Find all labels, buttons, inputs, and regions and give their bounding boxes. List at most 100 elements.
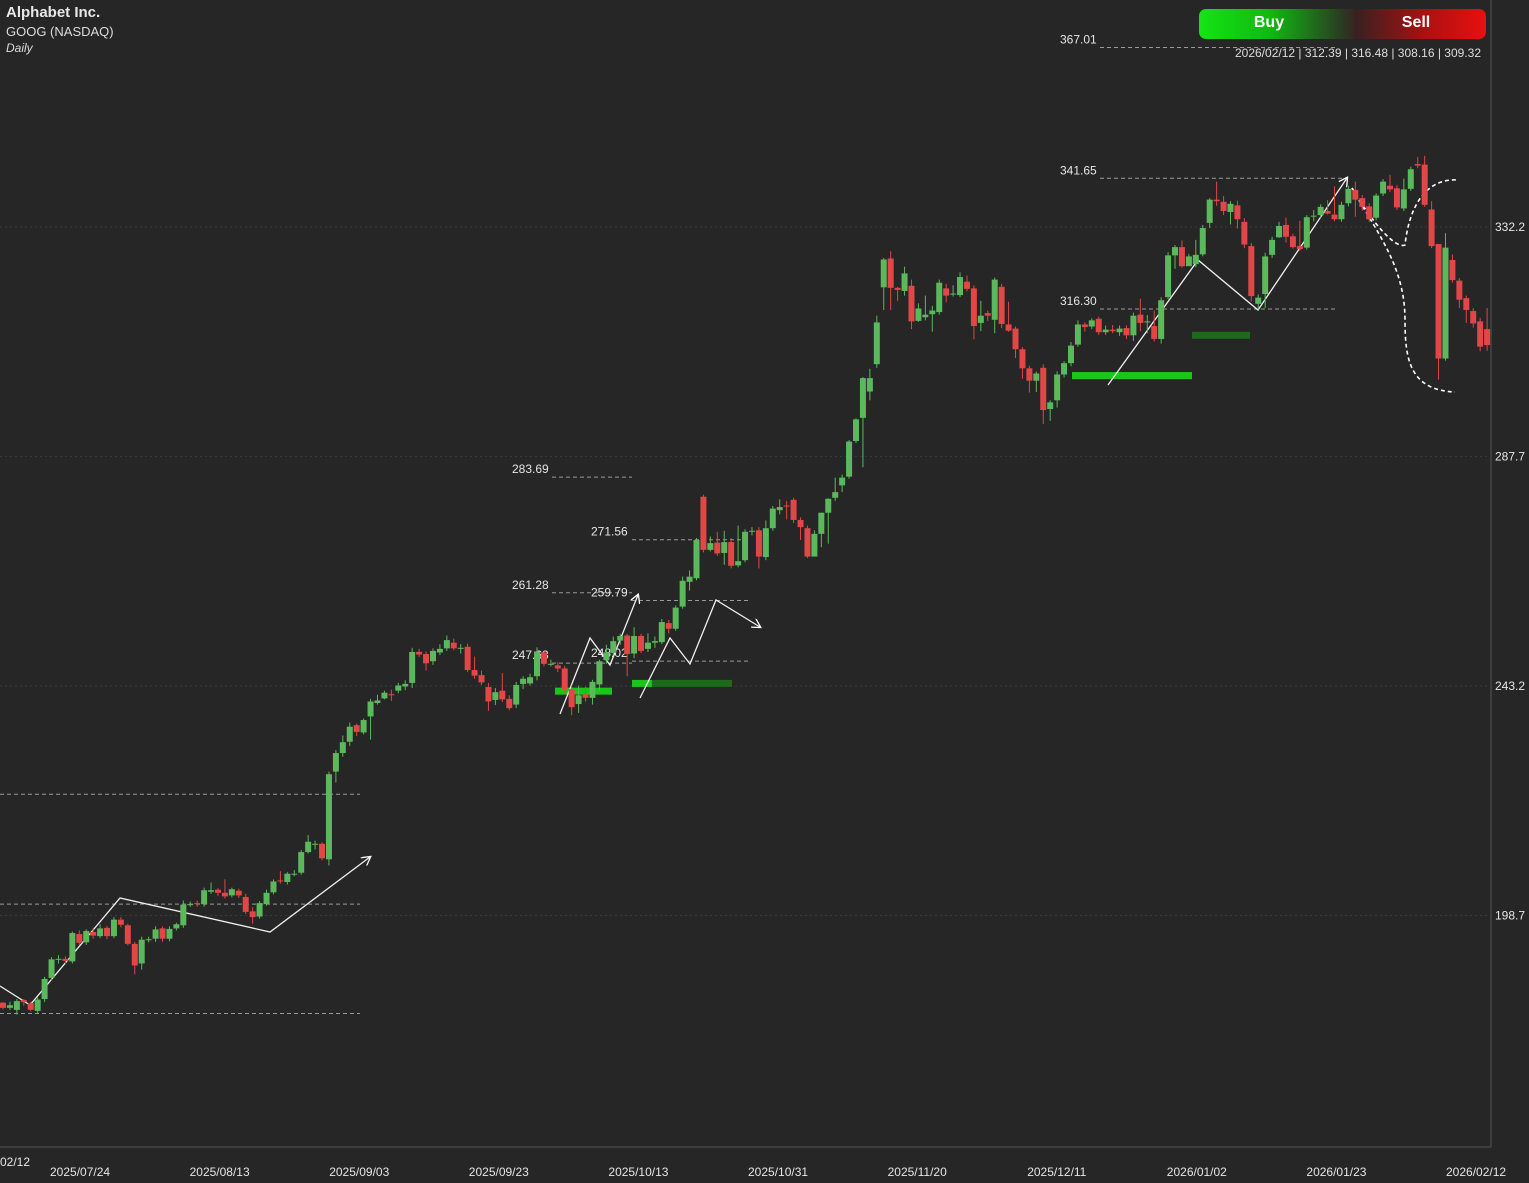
candle-body (873, 322, 880, 365)
candle-body (1158, 300, 1165, 339)
candle-body (554, 665, 561, 669)
candle-body (686, 576, 693, 582)
candle-body (159, 928, 166, 939)
candle-body (742, 531, 749, 561)
candle-body (880, 259, 887, 288)
candle-body (1172, 247, 1179, 256)
candle-body (603, 652, 610, 661)
candle-body (332, 753, 339, 772)
candle-body (748, 530, 755, 532)
candle-body (256, 903, 263, 917)
candle-body (1165, 255, 1172, 298)
candle-body (429, 650, 436, 662)
candle-body (908, 285, 915, 322)
symbol-label: GOOG (NASDAQ) (6, 24, 114, 39)
candle-body (1227, 203, 1234, 213)
candle-body (450, 642, 457, 649)
candle-body (291, 873, 298, 875)
support-zone (555, 687, 612, 695)
candle-body (1477, 321, 1484, 347)
candle-body (1262, 256, 1269, 295)
candle-body (866, 378, 873, 392)
wave-path (1107, 178, 1347, 386)
candle-body (312, 843, 319, 845)
candle-body (1109, 329, 1116, 332)
candle-body (1407, 169, 1414, 189)
candle-body (221, 892, 228, 897)
candle-body (991, 279, 998, 320)
candle-body (922, 314, 929, 318)
forecast-curve (1351, 187, 1456, 393)
buy-button[interactable]: Buy (1253, 14, 1285, 31)
candle-body (658, 622, 665, 643)
x-tick-label: 2025/11/20 (888, 1165, 947, 1179)
candle-body (963, 281, 970, 289)
candle-body (540, 652, 547, 664)
candle-body (582, 694, 589, 698)
candle-body (638, 635, 645, 651)
candle-body (1373, 195, 1380, 218)
candle-body (1074, 324, 1081, 345)
candle-body (527, 677, 534, 684)
wave-path (0, 857, 370, 1006)
candle-body (1310, 215, 1317, 217)
candle-body (1102, 329, 1109, 333)
candle-body (110, 919, 117, 937)
candle-body (492, 692, 499, 700)
candle-body (1234, 205, 1241, 220)
candle-body (950, 293, 957, 295)
candle-body (1137, 314, 1144, 323)
candle-body (568, 689, 575, 708)
support-zone (1192, 331, 1250, 339)
candle-body (936, 282, 943, 313)
candle-body (1393, 188, 1400, 208)
candle-body (1324, 211, 1331, 214)
trade-toggle: Buy Sell (1199, 9, 1486, 39)
candle-body (1005, 324, 1012, 331)
candle-body (1380, 181, 1387, 194)
candle-body (887, 258, 894, 288)
candle-body (714, 542, 721, 554)
candle-body (1026, 368, 1033, 381)
candle-body (249, 911, 256, 918)
candle-body (1151, 326, 1158, 339)
candle-body (811, 533, 818, 557)
candle-body (998, 286, 1005, 324)
candle-body (1317, 206, 1324, 216)
candle-body (180, 904, 187, 926)
candle-body (1213, 199, 1220, 202)
candle-body (208, 890, 215, 892)
sell-button[interactable]: Sell (1401, 14, 1431, 31)
x-tick-label: 2025/09/03 (329, 1165, 389, 1179)
forecast-curve (1351, 179, 1459, 247)
candle-body (360, 720, 367, 733)
candle-body (6, 1005, 13, 1008)
candle-body (1338, 204, 1345, 220)
candle-body (1248, 246, 1255, 297)
candle-body (776, 507, 783, 511)
candle-body (1303, 217, 1310, 248)
candle-body (1255, 297, 1262, 304)
candle-body (104, 927, 111, 937)
candle-body (325, 774, 332, 860)
candle-body (901, 273, 908, 291)
x-tick-label: 2025/07/24 (50, 1165, 110, 1179)
candle-body (48, 959, 55, 978)
candle-body (894, 287, 901, 290)
candle-body (187, 904, 194, 906)
candle-body (617, 635, 624, 641)
candle-body (915, 308, 922, 321)
candle-body (471, 670, 478, 676)
candle-body (284, 873, 291, 882)
candle-body (1067, 345, 1074, 364)
candle-body (693, 540, 700, 579)
candle-body (1359, 198, 1366, 207)
candle-body (443, 640, 450, 649)
candle-body (818, 512, 825, 534)
candle-body (1366, 206, 1373, 220)
candle-body (679, 580, 686, 607)
y-tick-label: 243.2 (1495, 679, 1525, 693)
candle-body (1012, 328, 1019, 350)
